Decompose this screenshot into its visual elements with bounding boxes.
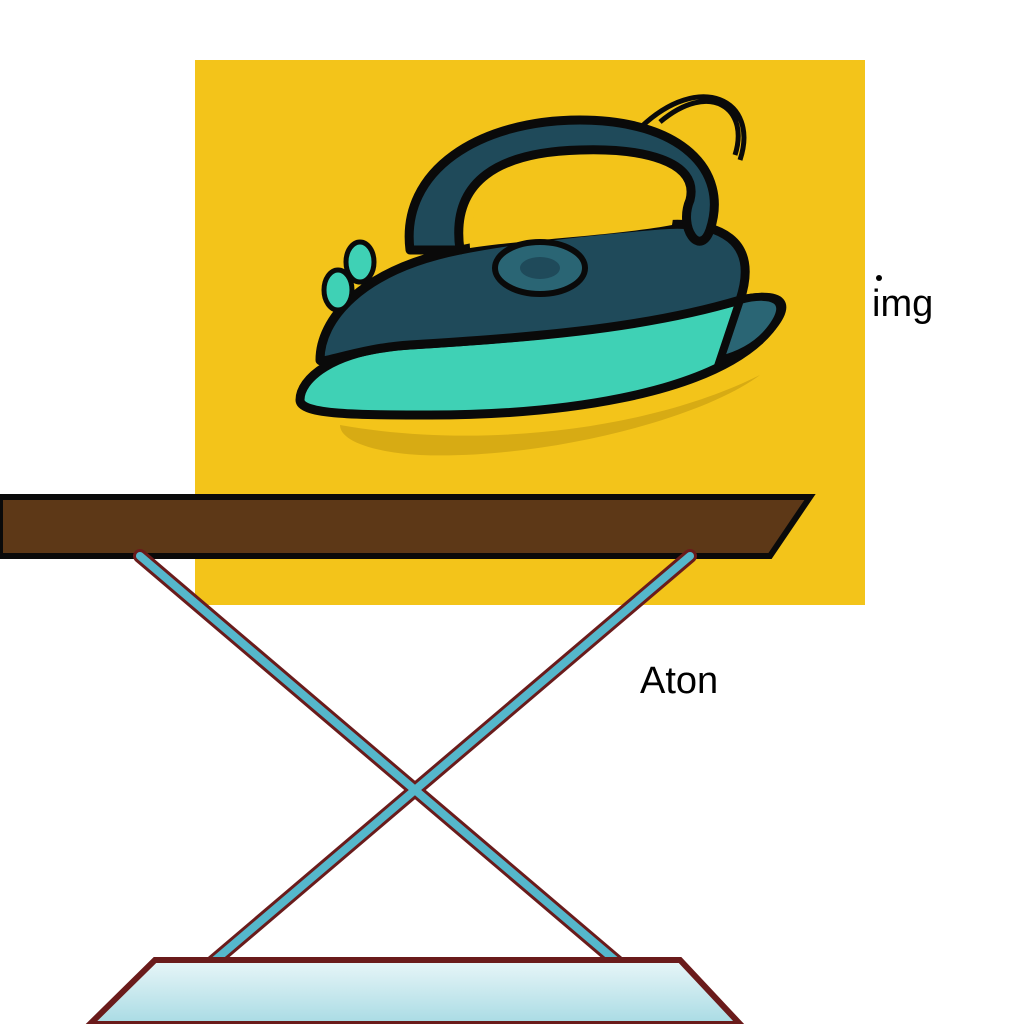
ironing-board-top	[0, 497, 810, 556]
label-aton-text: Aton	[640, 660, 718, 702]
label-img-text: img	[872, 283, 933, 325]
label-img-dot	[876, 275, 882, 281]
infographic-canvas	[0, 0, 1024, 1024]
board-base-tray	[90, 960, 740, 1024]
iron-button-2	[346, 242, 374, 282]
iron-dial-inner	[520, 257, 560, 279]
label-aton: Aton	[640, 660, 718, 703]
label-img: img	[872, 275, 933, 326]
